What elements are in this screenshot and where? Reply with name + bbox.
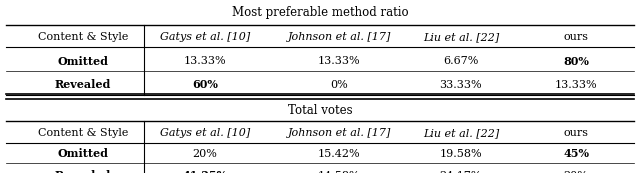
Text: Johnson et al. [17]: Johnson et al. [17] — [287, 128, 391, 138]
Text: 20%: 20% — [193, 149, 217, 159]
Text: 19.58%: 19.58% — [440, 149, 482, 159]
Text: 24.17%: 24.17% — [440, 171, 482, 173]
Text: Revealed: Revealed — [55, 170, 111, 173]
Text: Total votes: Total votes — [288, 104, 352, 117]
Text: 6.67%: 6.67% — [443, 56, 479, 66]
Text: Liu et al. [22]: Liu et al. [22] — [422, 32, 499, 42]
Text: Gatys et al. [10]: Gatys et al. [10] — [159, 128, 250, 138]
Text: 45%: 45% — [563, 148, 589, 160]
Text: 20%: 20% — [564, 171, 588, 173]
Text: Content & Style: Content & Style — [38, 32, 129, 42]
Text: 41.25%: 41.25% — [182, 170, 227, 173]
Text: ours: ours — [563, 32, 589, 42]
Text: ours: ours — [563, 128, 589, 138]
Text: 80%: 80% — [563, 56, 589, 67]
Text: 60%: 60% — [192, 79, 218, 90]
Text: Omitted: Omitted — [58, 56, 109, 67]
Text: 14.58%: 14.58% — [318, 171, 360, 173]
Text: 13.33%: 13.33% — [318, 56, 360, 66]
Text: 13.33%: 13.33% — [555, 80, 597, 90]
Text: 0%: 0% — [330, 80, 348, 90]
Text: 33.33%: 33.33% — [440, 80, 482, 90]
Text: Revealed: Revealed — [55, 79, 111, 90]
Text: Johnson et al. [17]: Johnson et al. [17] — [287, 32, 391, 42]
Text: Omitted: Omitted — [58, 148, 109, 160]
Text: Liu et al. [22]: Liu et al. [22] — [422, 128, 499, 138]
Text: Most preferable method ratio: Most preferable method ratio — [232, 6, 408, 20]
Text: Content & Style: Content & Style — [38, 128, 129, 138]
Text: 15.42%: 15.42% — [318, 149, 360, 159]
Text: 13.33%: 13.33% — [184, 56, 226, 66]
Text: Gatys et al. [10]: Gatys et al. [10] — [159, 32, 250, 42]
